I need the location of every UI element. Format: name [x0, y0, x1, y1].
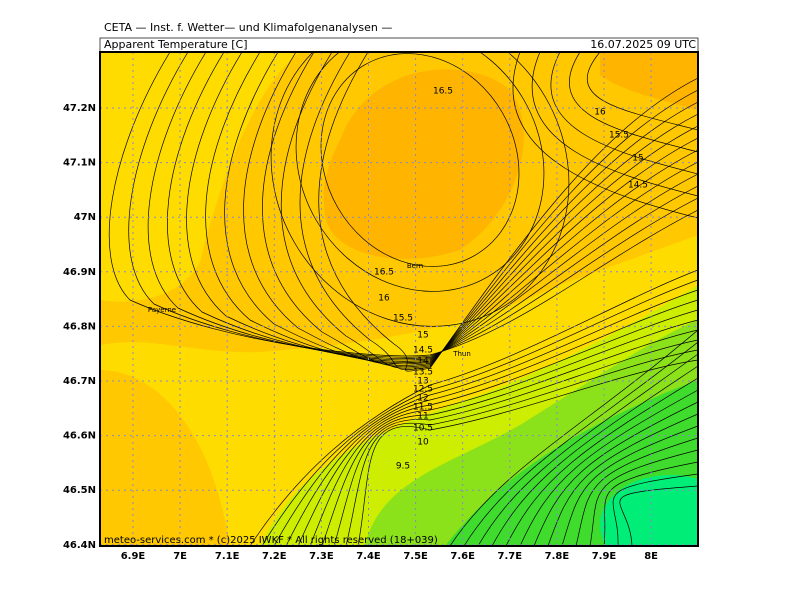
contour-line: [586, 52, 698, 131]
contour-line: [477, 353, 698, 546]
lon-label: 7.4E: [356, 551, 381, 562]
contour-line: [270, 52, 570, 327]
contour-line: [575, 437, 698, 546]
contour-label: 12: [417, 394, 428, 404]
contour-line: [512, 52, 698, 219]
contour-label: 15.5: [609, 131, 629, 141]
contour-label: 13.5: [413, 368, 433, 378]
contour-label: 14.5: [628, 181, 648, 191]
contour-line: [318, 52, 698, 372]
contour-line: [262, 52, 698, 368]
contour-line: [345, 349, 698, 546]
contour-label: 16: [594, 108, 606, 118]
contour-label: 15.5: [393, 314, 413, 324]
contour-line: [333, 339, 698, 546]
footer: meteo-services.com * (c)2025 IWKF * All …: [104, 535, 438, 546]
contour-line: [320, 53, 520, 267]
contour-label: 11: [417, 412, 428, 422]
lon-label: 7.7E: [498, 551, 523, 562]
contour-line: [603, 461, 698, 546]
contour-line: [295, 52, 545, 292]
lat-label: 46.7N: [63, 376, 96, 387]
map-title: Apparent Temperature [C]: [104, 38, 248, 51]
lon-label: 7.1E: [215, 551, 240, 562]
contour-line: [449, 329, 698, 546]
contour-line: [357, 359, 698, 546]
contour-line: [519, 389, 698, 546]
contour-line: [321, 329, 698, 546]
lon-label: 7E: [173, 551, 187, 562]
contour-line: [280, 52, 698, 369]
contour-label: 10.5: [413, 424, 433, 434]
lat-label: 46.8N: [63, 321, 96, 332]
lon-label: 6.9E: [121, 551, 146, 562]
place-label: Bern: [407, 262, 423, 270]
contour-line: [463, 341, 698, 546]
contour-label: 16.5: [374, 268, 394, 278]
valid-time: 16.07.2025 09 UTC: [590, 38, 696, 51]
contour-line: [249, 269, 698, 546]
contour-line: [550, 52, 698, 175]
contour-label: 14: [417, 357, 429, 367]
contour-line: [108, 52, 698, 357]
place-label: Payerne: [148, 306, 176, 314]
contour-label: 9.5: [396, 462, 410, 472]
contour-label: 16.5: [433, 87, 453, 97]
contour-line: [547, 413, 698, 546]
lat-label: 46.5N: [63, 485, 96, 496]
contour-line: [531, 52, 698, 197]
contour-line: [491, 365, 698, 546]
contour-line: [505, 377, 698, 546]
lon-label: 7.5E: [403, 551, 428, 562]
lat-label: 46.4N: [63, 540, 96, 551]
contour-label: 16: [378, 294, 390, 304]
lon-label: 7.9E: [592, 551, 617, 562]
contour-line: [297, 309, 698, 546]
contour-line: [533, 401, 698, 546]
lon-label: 7.2E: [262, 551, 287, 562]
place-label: Thun: [452, 350, 471, 358]
lon-label: 7.6E: [450, 551, 475, 562]
contour-line: [619, 485, 698, 546]
lat-label: 47.1N: [63, 158, 96, 169]
contour-line: [569, 52, 698, 153]
contour-line: [309, 319, 698, 546]
contour-line: [561, 425, 698, 546]
lat-label: 46.9N: [63, 267, 96, 278]
contour-line: [612, 473, 698, 546]
contour-label: 10: [417, 438, 429, 448]
provider: CETA — Inst. f. Wetter— und Klimafolgena…: [104, 21, 392, 34]
contour-label: 15: [632, 154, 643, 164]
contour-line: [243, 52, 698, 366]
contour-line: [224, 52, 698, 365]
map-frame: [99, 51, 699, 547]
contour-line: [589, 449, 698, 546]
lon-label: 7.3E: [309, 551, 334, 562]
field: [100, 52, 698, 546]
lon-label: 7.8E: [545, 551, 570, 562]
contour-label: 11.5: [413, 403, 433, 413]
lat-label: 47.2N: [63, 103, 96, 114]
contour-line: [261, 279, 698, 546]
contour-label: 14.5: [413, 346, 433, 356]
contour-line: [299, 52, 698, 371]
contour-line: [273, 289, 698, 546]
lat-label: 47N: [74, 212, 96, 223]
contour-label: 13: [417, 377, 428, 387]
lat-label: 46.6N: [63, 431, 96, 442]
contour-line: [285, 299, 698, 546]
contour-label: 15: [417, 331, 428, 341]
lon-label: 8E: [644, 551, 658, 562]
contour-label: 12.5: [413, 385, 433, 395]
